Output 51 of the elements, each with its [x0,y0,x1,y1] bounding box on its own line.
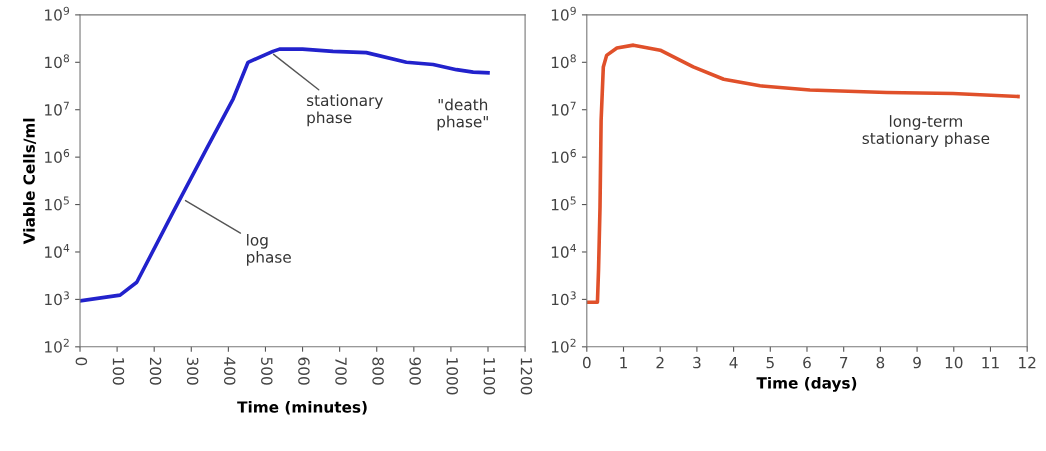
y-tick-label: 10$^{8}$ [45,54,70,69]
y-tick-label: 10$^{3}$ [45,291,69,306]
x-tick-label: 0 [75,357,88,366]
y-tick-label: 10$^{2}$ [551,338,576,353]
x-tick-label: 1000 [446,358,459,395]
x-tick-label: 12 [1019,356,1036,369]
y-tick-label: 10$^{9}$ [551,6,576,21]
x-tick-label: 600 [298,357,310,385]
y-tick-label: 10$^{4}$ [551,244,576,258]
x-tick-label: 500 [261,357,273,385]
y-tick-label: 10$^{6}$ [45,149,70,164]
x-tick-label: 1200 [520,358,533,395]
annotation: log phase [247,233,291,266]
x-tick-label: 11 [982,357,999,369]
x-axis-title: Time (days) [756,376,857,392]
annotation: stationary phase [306,94,383,127]
y-tick-label: 10$^{4}$ [45,244,70,258]
y-tick-label: 10$^{7}$ [551,101,576,116]
x-tick-label: 200 [149,357,162,385]
x-tick-label: 7 [840,357,848,369]
x-tick-label: 100 [112,358,125,385]
y-tick-label: 10$^{5}$ [45,196,69,211]
annotation: "death phase" [437,98,488,131]
x-tick-label: 700 [335,357,347,385]
line-series [80,47,490,303]
y-axis-title: Viable Cells/ml [23,118,37,245]
x-tick-label: 3 [693,356,701,369]
y-tick-label: 10$^{5}$ [551,196,576,211]
x-tick-label: 900 [409,357,421,385]
x-tick-label: 1100 [483,358,496,395]
annotation: long-term stationary phase [862,115,990,148]
x-tick-label: 400 [223,357,236,385]
x-tick-label: 0 [582,356,591,369]
x-tick-label: 8 [876,356,885,369]
y-tick-label: 10$^{3}$ [551,291,576,306]
x-tick-label: 6 [803,356,811,369]
x-tick-label: 5 [766,357,774,369]
x-tick-label: 800 [372,357,384,385]
line-series [586,43,1020,305]
x-tick-label: 9 [913,356,921,369]
x-tick-label: 2 [656,356,664,369]
y-tick-label: 10$^{9}$ [45,6,70,21]
x-tick-label: 10 [945,356,963,369]
x-tick-label: 1 [620,357,627,369]
y-tick-label: 10$^{7}$ [45,101,69,116]
x-axis-title: Time (minutes) [237,400,367,415]
x-tick-label: 300 [186,357,199,385]
y-tick-label: 10$^{8}$ [551,54,576,69]
x-tick-label: 4 [729,357,738,369]
y-tick-label: 10$^{6}$ [551,149,576,164]
y-tick-label: 10$^{2}$ [45,338,69,353]
